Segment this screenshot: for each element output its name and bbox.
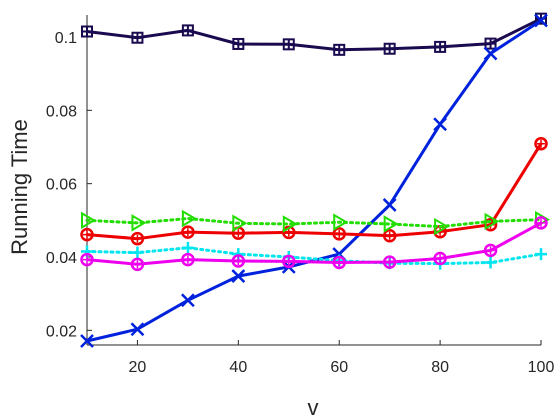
data-point (131, 214, 147, 232)
data-point (231, 254, 246, 268)
x-tick-label: 100 (528, 359, 555, 376)
data-point (232, 214, 248, 233)
data-point (81, 211, 96, 230)
data-point (181, 225, 195, 239)
data-point (535, 248, 547, 261)
data-point (181, 209, 197, 228)
series-line (85, 217, 543, 229)
data-point (382, 198, 397, 212)
y-axis-label: Running Time (7, 119, 32, 255)
x-tick-label: 20 (129, 359, 147, 376)
data-point (332, 227, 346, 241)
data-point (131, 246, 144, 259)
data-point (181, 241, 194, 254)
data-point (484, 256, 497, 269)
series-line (86, 221, 542, 266)
series-1 (81, 12, 547, 56)
data-point (181, 293, 195, 308)
data-point (333, 213, 349, 231)
data-point (534, 13, 548, 28)
series-line (86, 142, 543, 241)
data-point (130, 257, 145, 272)
data-point (434, 217, 450, 236)
plot-area (87, 15, 541, 345)
tick-labels: 20 40 60 80 100 0.02 0.04 0.06 0.08 0.1 (46, 30, 555, 376)
data-point (534, 136, 548, 151)
data-point (433, 251, 447, 266)
data-point (181, 24, 194, 37)
series-line (85, 246, 543, 266)
data-point (484, 212, 500, 231)
data-point (382, 228, 397, 243)
data-point (534, 216, 548, 230)
y-tick-label: 0.1 (55, 30, 77, 47)
data-point (232, 37, 245, 50)
x-tick-label: 40 (229, 359, 247, 376)
data-point (282, 215, 298, 233)
data-point (81, 25, 93, 38)
data-point (433, 117, 447, 132)
y-tick-label: 0.02 (46, 323, 77, 340)
y-tick-label: 0.04 (46, 250, 77, 267)
series-line (86, 17, 542, 52)
data-point (81, 245, 93, 258)
data-point (80, 252, 94, 267)
data-point (181, 252, 195, 267)
data-point (434, 40, 447, 53)
data-point (383, 42, 396, 55)
data-point (483, 46, 498, 61)
series-layer (80, 12, 550, 348)
series-6 (80, 216, 548, 272)
data-point (80, 227, 94, 242)
x-axis-label: v (308, 395, 319, 420)
data-point (483, 243, 498, 258)
data-point (80, 334, 94, 348)
data-point (130, 231, 145, 246)
y-tick-label: 0.08 (46, 103, 77, 120)
plot-background (87, 15, 541, 345)
data-point (282, 254, 296, 269)
data-point (130, 322, 145, 337)
data-point (282, 38, 295, 51)
x-tick-label: 60 (330, 359, 348, 376)
data-point (131, 31, 144, 44)
data-point (382, 255, 397, 269)
data-point (332, 255, 346, 270)
data-point (383, 215, 399, 233)
data-point (231, 269, 246, 283)
data-point (333, 43, 346, 56)
y-tick-label: 0.06 (46, 177, 77, 194)
x-tick-label: 80 (431, 359, 449, 376)
data-point (484, 37, 497, 50)
